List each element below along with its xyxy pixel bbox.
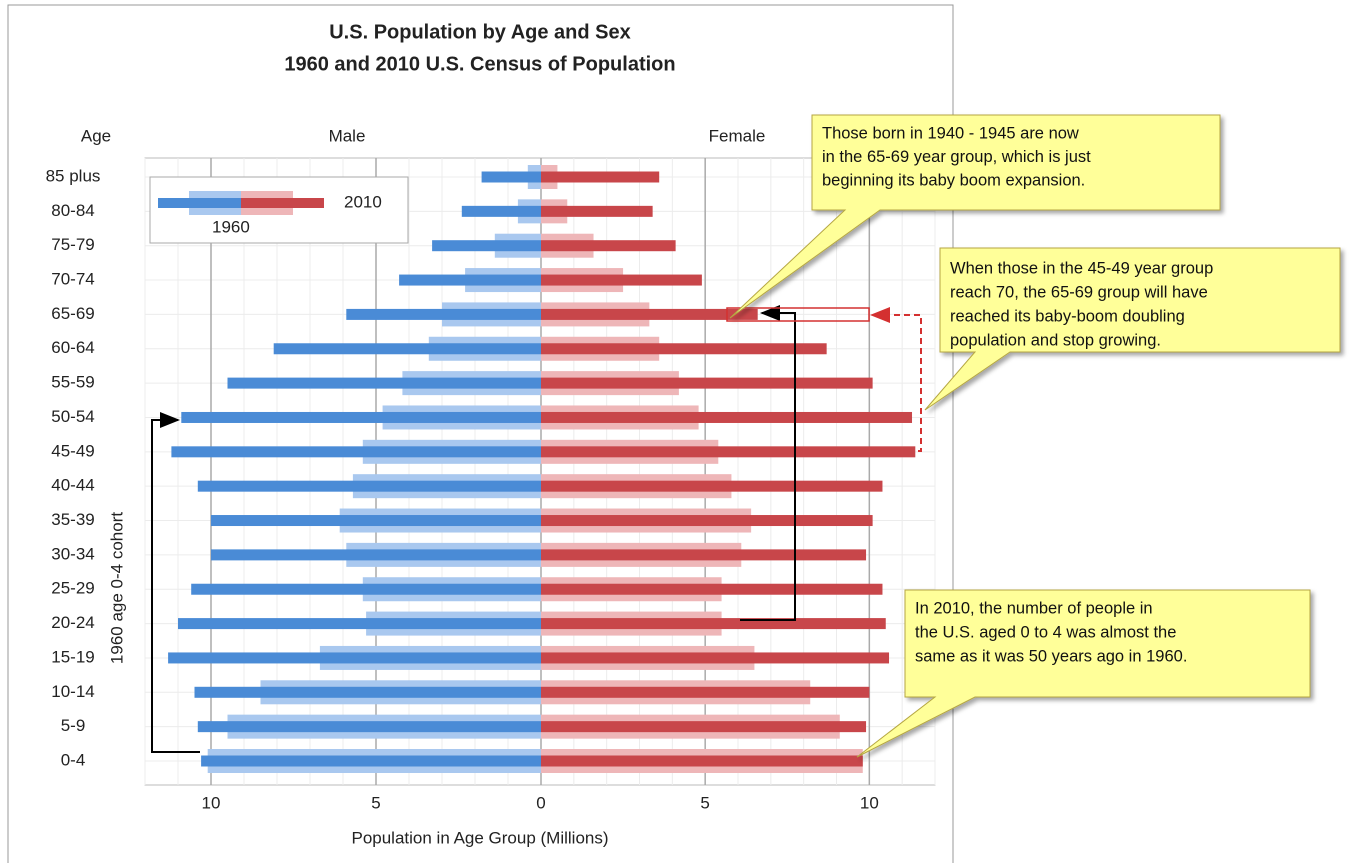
x-tick-label: 10	[860, 793, 879, 812]
y-tick-label: 25-29	[51, 579, 94, 598]
callout	[729, 114, 1221, 319]
annotation-text: reached its baby-boom doubling	[950, 307, 1185, 325]
bar	[346, 308, 541, 320]
y-axis-label: Age	[81, 126, 111, 145]
y-tick-label: 40-44	[51, 476, 94, 495]
bar	[541, 411, 913, 423]
bar	[541, 377, 873, 389]
bar	[481, 171, 541, 183]
projection-arrow	[870, 307, 922, 452]
bar	[201, 755, 541, 767]
bar	[168, 652, 541, 664]
bar	[541, 721, 867, 733]
legend-swatch	[158, 198, 241, 208]
chart-title: U.S. Population by Age and Sex	[329, 21, 631, 43]
y-tick-label: 35-39	[51, 510, 94, 529]
y-tick-label: 55-59	[51, 373, 94, 392]
bar	[541, 515, 873, 527]
y-tick-label: 65-69	[51, 304, 94, 323]
bar	[541, 583, 883, 595]
bar	[197, 480, 542, 492]
cohort-arrow	[740, 305, 796, 621]
bar	[227, 377, 541, 389]
annotation-text: population and stop growing.	[950, 331, 1161, 349]
annotation-text: Those born in 1940 - 1945 are now	[822, 124, 1079, 142]
y-tick-label: 0-4	[61, 750, 86, 769]
y-tick-label: 85 plus	[46, 166, 101, 185]
bar	[194, 686, 541, 698]
bar	[461, 205, 541, 217]
annotation-text: same as it was 50 years ago in 1960.	[915, 647, 1187, 665]
y-tick-label: 60-64	[51, 338, 94, 357]
x-tick-label: 5	[700, 793, 709, 812]
legend-swatch	[241, 198, 324, 208]
bar	[541, 343, 827, 355]
callout	[924, 247, 1341, 411]
x-tick-label: 0	[536, 793, 545, 812]
bar	[191, 583, 541, 595]
bar	[541, 240, 676, 252]
y-tick-label: 5-9	[61, 716, 86, 735]
legend: 2010 1960	[149, 176, 409, 244]
bar	[541, 755, 863, 767]
bar	[541, 480, 883, 492]
annotation-text: In 2010, the number of people in	[915, 599, 1153, 617]
y-tick-label: 20-24	[51, 613, 94, 632]
bar	[541, 549, 867, 561]
bar	[541, 274, 702, 286]
chart-subtitle: 1960 and 2010 U.S. Census of Population	[284, 53, 675, 75]
callout-shape	[729, 114, 1221, 319]
highlight-box	[726, 307, 870, 322]
y-tick-label: 70-74	[51, 270, 94, 289]
y-tick-label: 10-14	[51, 682, 94, 701]
bar	[541, 618, 886, 630]
legend-label: 2010	[344, 192, 382, 211]
bar	[541, 446, 916, 458]
bar	[197, 721, 542, 733]
bar	[541, 308, 758, 320]
annotation-text: in the 65-69 year group, which is just	[822, 148, 1091, 166]
bar	[399, 274, 541, 286]
callout-shape	[856, 589, 1311, 758]
female-label: Female	[709, 126, 766, 145]
bars	[168, 165, 916, 773]
bar	[432, 240, 541, 252]
bar	[178, 618, 541, 630]
bar	[273, 343, 541, 355]
x-tick-label: 10	[202, 793, 221, 812]
cohort-label: 1960 age 0-4 cohort	[107, 512, 126, 664]
cohort-arrow	[151, 412, 200, 753]
bar	[541, 652, 890, 664]
callout	[856, 589, 1311, 758]
bar	[211, 515, 541, 527]
bar	[541, 686, 870, 698]
bar	[211, 549, 541, 561]
y-tick-label: 15-19	[51, 647, 94, 666]
y-tick-label: 30-34	[51, 544, 94, 563]
annotation-text: the U.S. aged 0 to 4 was almost the	[915, 623, 1176, 641]
x-tick-label: 5	[371, 793, 380, 812]
callout-shape	[924, 247, 1341, 411]
annotations: Those born in 1940 - 1945 are now in the …	[822, 124, 1213, 665]
annotation-text: beginning its baby boom expansion.	[822, 171, 1085, 189]
bar	[541, 171, 660, 183]
annotation-text: When those in the 45-49 year group	[950, 259, 1213, 277]
bar	[541, 205, 653, 217]
y-tick-label: 80-84	[51, 201, 94, 220]
y-tick-label: 75-79	[51, 235, 94, 254]
y-tick-label: 50-54	[51, 407, 94, 426]
y-tick-label: 45-49	[51, 441, 94, 460]
x-axis-label: Population in Age Group (Millions)	[351, 828, 608, 847]
bar	[171, 446, 541, 458]
male-label: Male	[329, 126, 366, 145]
bar	[181, 411, 542, 423]
annotation-text: reach 70, the 65-69 group will have	[950, 283, 1208, 301]
legend-label: 1960	[212, 217, 250, 236]
